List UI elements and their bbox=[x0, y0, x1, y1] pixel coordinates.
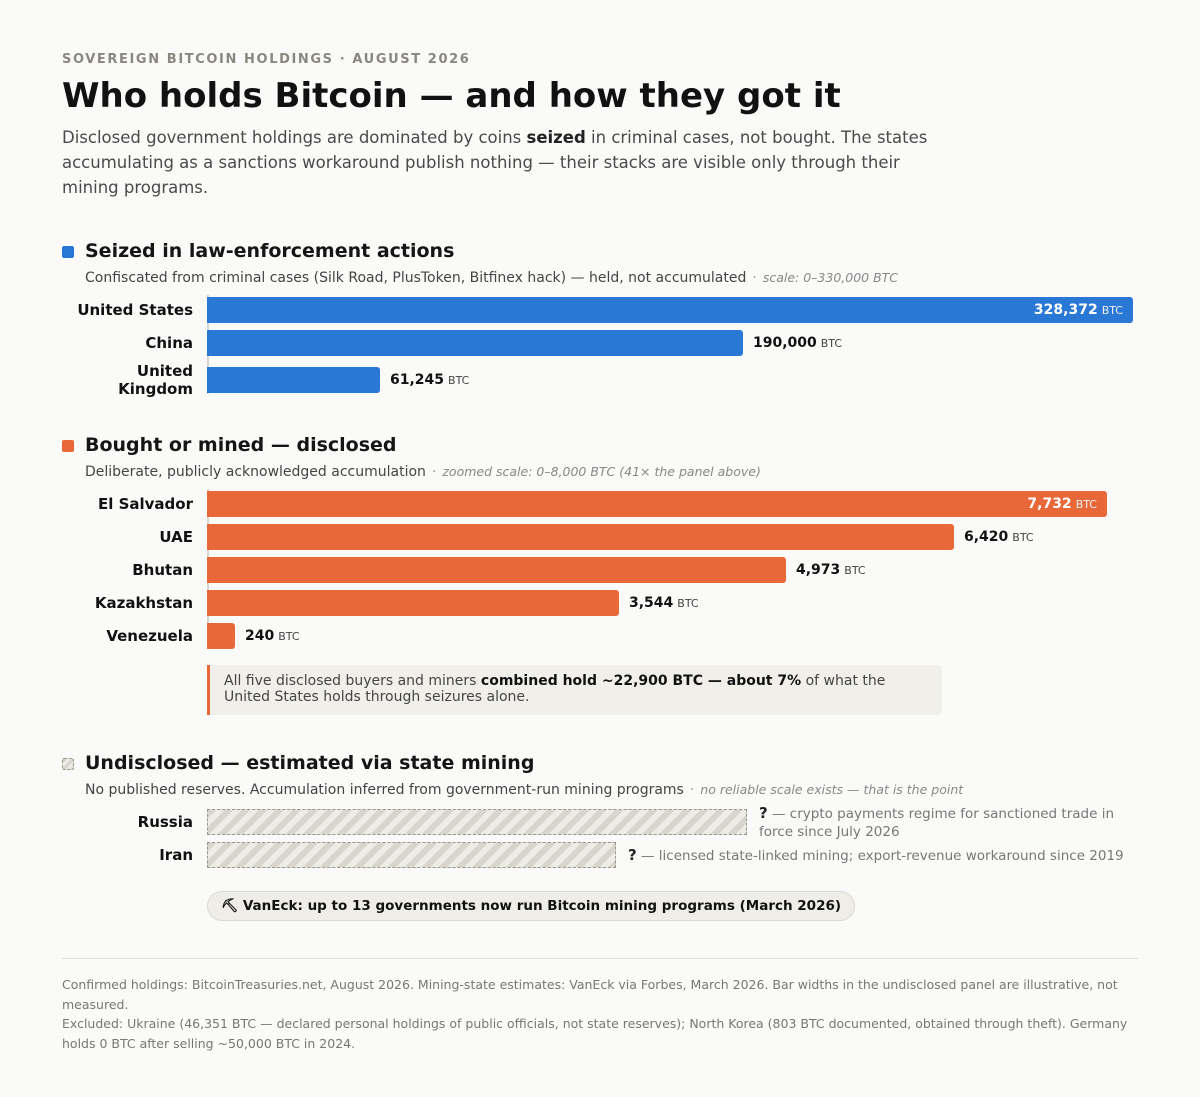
section-description: Deliberate, publicly acknowledged accumu… bbox=[85, 464, 426, 480]
category-label: United Kingdom bbox=[118, 362, 193, 398]
category-label: UAE bbox=[159, 528, 193, 546]
value-number: 3,544 bbox=[629, 595, 674, 611]
category-label: United States bbox=[77, 301, 193, 319]
bar-row-united-kingdom: United Kingdom 61,245 BTC bbox=[62, 362, 1138, 398]
bar-row-russia: Russia ? — crypto payments regime for sa… bbox=[62, 804, 1138, 840]
bar-united-kingdom bbox=[207, 367, 380, 393]
value-number: 328,372 bbox=[1033, 302, 1098, 318]
category-label: Venezuela bbox=[106, 627, 193, 645]
value-label: 328,372 BTC bbox=[1034, 297, 1123, 323]
value-label: 3,544 BTC bbox=[629, 590, 699, 616]
value-unit: BTC bbox=[820, 337, 843, 350]
category-label: Bhutan bbox=[132, 561, 193, 579]
section-title: Undisclosed — estimated via state mining bbox=[85, 752, 535, 774]
unknown-marker: ? bbox=[759, 804, 768, 822]
bar-venezuela bbox=[207, 623, 235, 649]
bar-row-bhutan: Bhutan 4,973 BTC bbox=[62, 557, 1138, 583]
note-text: — licensed state-linked mining; export-r… bbox=[636, 848, 1124, 864]
value-number: 240 bbox=[245, 628, 275, 644]
section-subtitle: Confiscated from criminal cases (Silk Ro… bbox=[85, 270, 898, 286]
bar-united-states bbox=[207, 297, 1133, 323]
category-label: Kazakhstan bbox=[94, 594, 193, 612]
category-label: China bbox=[145, 334, 193, 352]
value-unit: BTC bbox=[844, 564, 866, 577]
callout-text: All five disclosed buyers and miners bbox=[224, 673, 481, 689]
russia-note: ? — crypto payments regime for sanctione… bbox=[759, 804, 1119, 841]
section-description: Confiscated from criminal cases (Silk Ro… bbox=[85, 270, 747, 286]
iran-note: ? — licensed state-linked mining; export… bbox=[628, 846, 1138, 865]
bar-china bbox=[207, 330, 743, 356]
category-label: El Salvador bbox=[97, 495, 193, 513]
separator-dot: · bbox=[431, 464, 437, 480]
section-subtitle: Deliberate, publicly acknowledged accumu… bbox=[85, 464, 761, 480]
eyebrow: SOVEREIGN BITCOIN HOLDINGS · AUGUST 2026 bbox=[62, 52, 471, 67]
bar-kazakhstan bbox=[207, 590, 619, 616]
bar-el-salvador bbox=[207, 491, 1107, 517]
category-label: Russia bbox=[137, 813, 193, 831]
bar-row-united-states: United States 328,372 BTC bbox=[62, 297, 1138, 323]
comparison-callout: All five disclosed buyers and miners com… bbox=[207, 665, 942, 715]
value-unit: BTC bbox=[1012, 531, 1034, 544]
separator-dot: · bbox=[689, 782, 695, 798]
separator-dot: · bbox=[752, 270, 757, 286]
bar-row-uae: UAE 6,420 BTC bbox=[62, 524, 1138, 550]
bought-legend-swatch bbox=[62, 440, 74, 452]
value-unit: BTC bbox=[278, 630, 300, 643]
value-unit: BTC bbox=[1101, 304, 1123, 317]
unknown-marker: ? bbox=[628, 846, 637, 864]
footer-divider bbox=[62, 958, 1138, 959]
bar-row-el-salvador: El Salvador 7,732 BTC bbox=[62, 491, 1138, 517]
callout-text: of what the United States holds through … bbox=[224, 673, 886, 705]
scale-note: scale: 0–330,000 BTC bbox=[762, 270, 899, 285]
value-number: 61,245 bbox=[390, 372, 445, 388]
value-unit: BTC bbox=[1075, 498, 1097, 511]
bar-row-china: China 190,000 BTC bbox=[62, 330, 1138, 356]
exclusion-note: Excluded: Ukraine (46,351 BTC — declared… bbox=[62, 1016, 1128, 1051]
scale-note: no reliable scale exists — that is the p… bbox=[700, 782, 964, 797]
scale-note: zoomed scale: 0–8,000 BTC (41× the panel… bbox=[442, 464, 761, 479]
page-subtitle: Disclosed government holdings are domina… bbox=[62, 125, 942, 200]
value-unit: BTC bbox=[677, 597, 699, 610]
subtitle-emphasis: seized bbox=[526, 128, 586, 147]
bar-row-iran: Iran ? — licensed state-linked mining; e… bbox=[62, 842, 1138, 868]
estimated-bar-russia bbox=[207, 809, 747, 835]
value-unit: BTC bbox=[448, 374, 470, 387]
bar-row-kazakhstan: Kazakhstan 3,544 BTC bbox=[62, 590, 1138, 616]
callout-emphasis: combined hold ~22,900 BTC — about 7% bbox=[480, 673, 802, 689]
seized-legend-swatch bbox=[62, 246, 74, 258]
undisclosed-legend-swatch bbox=[62, 758, 74, 770]
category-label: Iran bbox=[159, 846, 193, 864]
bar-bhutan bbox=[207, 557, 786, 583]
bar-uae bbox=[207, 524, 954, 550]
bar-row-venezuela: Venezuela 240 BTC bbox=[62, 623, 1138, 649]
vaneck-pill: ⛏ VanEck: up to 13 governments now run B… bbox=[207, 891, 856, 921]
source-note: Confirmed holdings: BitcoinTreasuries.ne… bbox=[62, 977, 1118, 1012]
section-title: Bought or mined — disclosed bbox=[85, 434, 397, 456]
page-title: Who holds Bitcoin — and how they got it bbox=[62, 76, 841, 116]
value-label: 190,000 BTC bbox=[753, 330, 842, 356]
value-number: 7,732 bbox=[1027, 496, 1072, 512]
value-label: 6,420 BTC bbox=[964, 524, 1034, 550]
value-label: 7,732 BTC bbox=[1027, 491, 1097, 517]
value-label: 240 BTC bbox=[245, 623, 300, 649]
section-description: No published reserves. Accumulation infe… bbox=[85, 782, 684, 798]
value-label: 4,973 BTC bbox=[796, 557, 866, 583]
value-number: 190,000 bbox=[753, 335, 817, 351]
estimated-bar-iran bbox=[207, 842, 616, 868]
section-subtitle: No published reserves. Accumulation infe… bbox=[85, 782, 963, 798]
subtitle-text: in criminal cases, not bought. The state… bbox=[62, 128, 928, 197]
note-text: — crypto payments regime for sanctioned … bbox=[759, 806, 1115, 840]
value-number: 4,973 bbox=[796, 562, 841, 578]
subtitle-text: Disclosed government holdings are domina… bbox=[62, 128, 527, 147]
value-number: 6,420 bbox=[964, 529, 1009, 545]
value-label: 61,245 BTC bbox=[390, 367, 469, 393]
section-title: Seized in law-enforcement actions bbox=[85, 240, 455, 262]
